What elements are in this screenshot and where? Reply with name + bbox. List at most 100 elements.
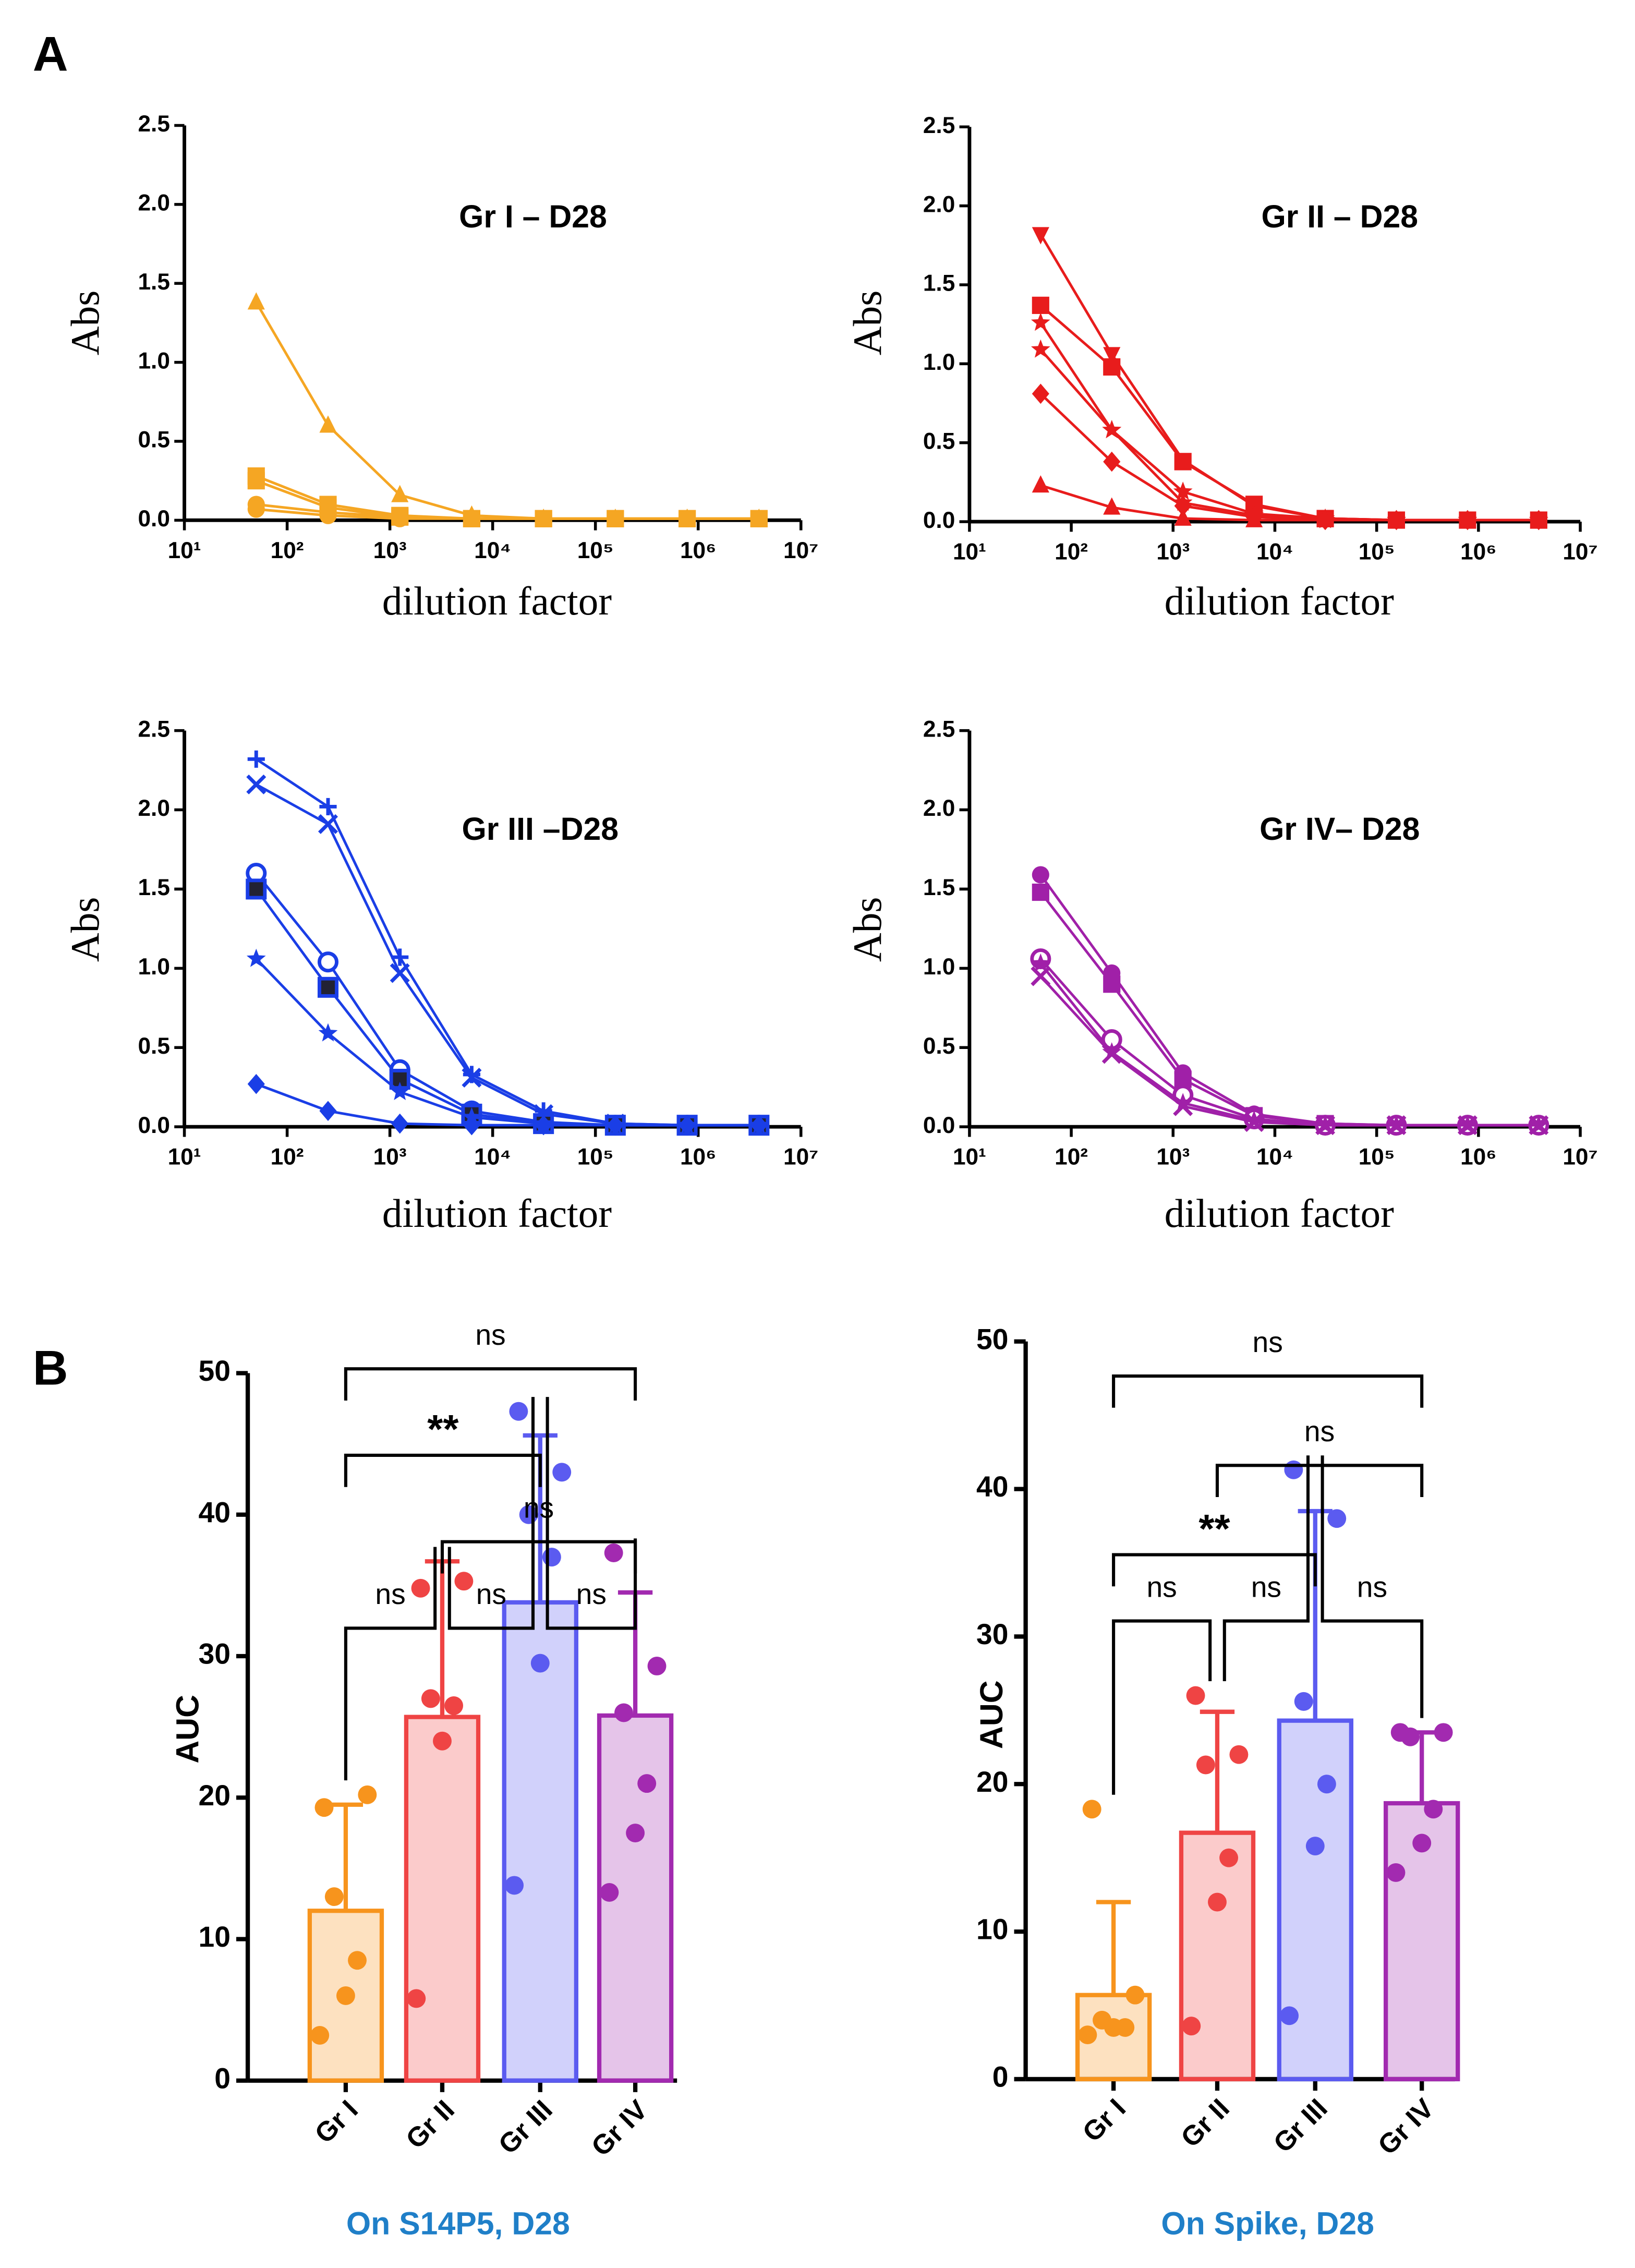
- y-tick-label: 30: [976, 1618, 1008, 1650]
- x-tick-label: 10⁷: [1563, 539, 1597, 565]
- y-tick-label: 2.0: [138, 795, 169, 821]
- data-point: [1082, 1800, 1101, 1819]
- significance-label: ns: [476, 1578, 506, 1610]
- y-axis-label: Abs: [63, 897, 107, 962]
- marker: [1102, 1042, 1122, 1061]
- y-axis-label: Abs: [845, 291, 890, 356]
- x-tick-label: 10⁶: [1460, 539, 1497, 565]
- marker: [1244, 1112, 1264, 1132]
- y-tick-label: 0.5: [923, 428, 955, 454]
- x-tick-label: 10⁴: [474, 538, 511, 563]
- x-tick-label: Gr IV: [1372, 2093, 1440, 2161]
- marker: [1031, 953, 1050, 972]
- marker: [1103, 347, 1121, 365]
- y-tick-label: 1.0: [923, 954, 955, 980]
- y-tick-label: 2.0: [923, 191, 955, 217]
- significance-bracket: [1321, 1455, 1424, 1718]
- significance-bracket: [1222, 1455, 1310, 1681]
- marker: [247, 472, 265, 490]
- marker: [317, 951, 339, 973]
- data-point: [542, 1548, 561, 1567]
- significance-bracket: [344, 1367, 637, 1401]
- y-tick-label: 10: [199, 1921, 231, 1953]
- y-tick-label: 0.5: [138, 427, 169, 453]
- y-tick-label: 20: [976, 1766, 1008, 1798]
- marker: [391, 485, 409, 502]
- marker: [1103, 497, 1121, 515]
- y-tick-label: 1.5: [923, 875, 955, 900]
- marker: [1386, 1115, 1407, 1136]
- x-tick-label: 10¹: [953, 539, 986, 565]
- data-point: [1208, 1892, 1227, 1912]
- marker: [247, 292, 265, 310]
- series-line: [1039, 874, 1539, 1127]
- marker: [463, 510, 480, 527]
- significance-bracket: [546, 1397, 637, 1630]
- marker: [1457, 1115, 1477, 1136]
- data-point: [454, 1572, 474, 1591]
- bar: [1179, 1830, 1256, 2082]
- series-line: [1039, 975, 1539, 1127]
- marker: [391, 948, 409, 966]
- y-tick-label: 0.0: [138, 506, 169, 532]
- data-point: [604, 1543, 623, 1562]
- series-line: [1039, 304, 1539, 522]
- data-point: [1412, 1833, 1432, 1853]
- significance-bracket: [344, 1547, 437, 1781]
- marker: [390, 1082, 410, 1100]
- data-point: [1219, 1848, 1239, 1867]
- data-point: [509, 1402, 528, 1421]
- panel-label: A: [33, 27, 68, 81]
- panel-label: B: [33, 1341, 68, 1395]
- marker: [1173, 1093, 1193, 1112]
- x-axis-label: dilution factor: [1165, 578, 1394, 623]
- marker: [319, 1101, 337, 1121]
- bar: [404, 1715, 481, 2083]
- marker: [1174, 496, 1192, 516]
- bar: [1277, 1718, 1354, 2082]
- y-tick-label: 20: [199, 1779, 231, 1812]
- marker: [1032, 883, 1049, 901]
- y-tick-label: 2.5: [138, 111, 169, 137]
- x-tick-label: Gr I: [1076, 2093, 1132, 2148]
- marker: [1032, 383, 1049, 404]
- marker: [247, 500, 265, 518]
- data-point: [614, 1703, 633, 1722]
- x-tick-label: 10³: [373, 538, 407, 563]
- y-tick-label: 0.5: [138, 1033, 169, 1059]
- marker: [1103, 358, 1121, 376]
- significance-label: ns: [475, 1319, 505, 1351]
- marker: [463, 1115, 480, 1136]
- marker: [1103, 975, 1121, 993]
- y-tick-label: 30: [199, 1638, 231, 1670]
- data-point: [421, 1689, 440, 1708]
- data-point: [1078, 2025, 1097, 2045]
- significance-label: ns: [375, 1578, 405, 1610]
- data-point: [600, 1883, 619, 1902]
- marker: [1173, 481, 1193, 500]
- marker: [1316, 510, 1334, 527]
- marker: [317, 976, 339, 998]
- marker: [1529, 1115, 1549, 1136]
- marker: [1174, 508, 1192, 526]
- data-point: [411, 1578, 430, 1598]
- series-line: [255, 888, 759, 1127]
- x-tick-label: 10⁷: [1563, 1144, 1597, 1170]
- x-tick-label: 10⁵: [577, 1144, 614, 1170]
- data-point: [1229, 1745, 1249, 1764]
- significance-label: ns: [1251, 1571, 1281, 1603]
- bar: [502, 1600, 578, 2083]
- data-point: [433, 1731, 452, 1751]
- x-tick-label: 10³: [1156, 1144, 1190, 1170]
- x-tick-label: 10³: [1156, 539, 1190, 565]
- x-tick-label: Gr II: [1175, 2093, 1236, 2153]
- x-axis-label: On S14P5, D28: [346, 2206, 570, 2241]
- x-tick-label: 10²: [271, 1144, 304, 1170]
- significance-label: ns: [524, 1492, 554, 1524]
- marker: [318, 814, 338, 834]
- x-tick-label: 10⁴: [1256, 1144, 1293, 1170]
- chart-title: Gr I – D28: [459, 199, 607, 234]
- series-line: [1039, 233, 1539, 522]
